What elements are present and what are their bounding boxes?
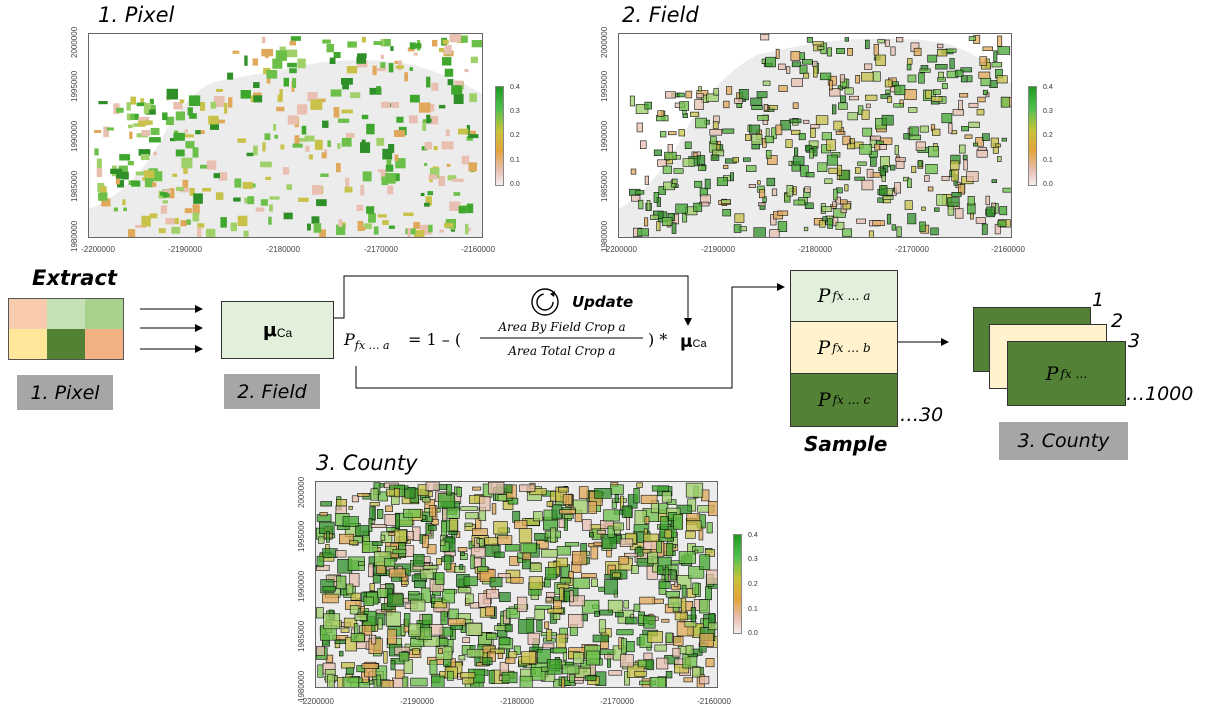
sample-p: P (817, 389, 831, 411)
stack-number: 2 (1111, 310, 1124, 332)
pixel-cell (85, 299, 123, 329)
extract-label: Extract (32, 266, 117, 290)
stack-number: 3 (1128, 330, 1141, 352)
pixel-cell (47, 299, 85, 329)
stack-number: 1 (1092, 289, 1105, 311)
refresh-icon (531, 288, 559, 316)
map-pixel (88, 33, 483, 238)
x-tick: -2190000 (701, 245, 735, 254)
map-county (315, 481, 718, 688)
sample-sub: fx … c (832, 393, 871, 407)
legend-label: 0.4 (510, 84, 520, 91)
field-step-label: 2. Field (224, 374, 320, 409)
legend-label: 0.1 (748, 606, 758, 613)
formula-tail: ) * (648, 330, 668, 349)
map-field-raster (619, 34, 1011, 237)
x-tick: -2190000 (168, 245, 202, 254)
x-tick: -2160000 (697, 697, 731, 706)
x-tick: -2170000 (364, 245, 398, 254)
x-tick: -2200000 (603, 245, 637, 254)
fraction-numerator: Area By Field Crop a (498, 320, 626, 334)
field-mean-box: μ Ca (221, 301, 334, 359)
sample-label: Sample (804, 432, 888, 456)
fraction-denominator: Area Total Crop a (508, 344, 616, 358)
mu-subscript: Ca (276, 326, 293, 340)
sample-p: P (817, 336, 831, 359)
y-tick: 2000000 (297, 476, 306, 508)
x-tick: -2200000 (81, 245, 115, 254)
formula-mu-subscript: Ca (692, 338, 707, 350)
formula-mu: μCa (680, 332, 707, 352)
pixel-cell (9, 299, 47, 329)
legend-label: 0.0 (748, 630, 758, 637)
legend-label: 0.3 (510, 108, 520, 115)
pixel-cell (47, 329, 85, 359)
stack-count: …1000 (1126, 383, 1194, 405)
y-tick: 1990000 (297, 570, 306, 602)
legend-colorbar (733, 534, 742, 634)
legend-label: 0.3 (1043, 108, 1053, 115)
x-tick: -2170000 (600, 697, 634, 706)
formula-p-subscript: fx … a (354, 339, 390, 353)
x-tick: -2190000 (400, 697, 434, 706)
sample-sub: fx … b (832, 340, 871, 355)
stack-sub: fx … (1060, 366, 1088, 381)
map-title-pixel: 1. Pixel (98, 3, 175, 27)
legend-colorbar (1028, 86, 1037, 186)
pixel-step-label: 1. Pixel (17, 375, 113, 410)
sample-p: P (817, 285, 831, 307)
stack-p: P (1045, 362, 1059, 385)
sample-sub: fx … a (832, 289, 871, 303)
map-title-field: 2. Field (622, 3, 699, 27)
legend-label: 0.1 (510, 157, 520, 164)
x-tick: -2180000 (266, 245, 300, 254)
x-tick: -2160000 (991, 245, 1025, 254)
mu-symbol: μ (262, 319, 277, 341)
x-tick: -2200000 (300, 697, 334, 706)
x-tick: -2180000 (798, 245, 832, 254)
x-tick: -2160000 (461, 245, 495, 254)
legend-label: 0.0 (510, 181, 520, 188)
x-tick: -2170000 (895, 245, 929, 254)
legend-label: 0.3 (748, 556, 758, 563)
formula-equals: = 1 – ( (408, 330, 462, 349)
pixel-cell (85, 329, 123, 359)
legend-label: 0.2 (1043, 132, 1053, 139)
y-tick: 1995000 (297, 520, 306, 552)
formula-p-symbol: P (344, 330, 355, 349)
legend-label: 0.2 (510, 132, 520, 139)
county-step-label: 3. County (999, 422, 1128, 460)
map-county-raster (316, 482, 717, 687)
pixel-grid (8, 298, 124, 360)
legend-label: 0.4 (748, 532, 758, 539)
update-label: Update (572, 293, 634, 311)
sample-count: …30 (900, 404, 944, 426)
map-field (618, 33, 1012, 238)
legend-label: 0.2 (748, 581, 758, 588)
map-pixel-raster (89, 34, 482, 237)
map-title-county: 3. County (316, 451, 418, 475)
legend-colorbar (495, 86, 504, 186)
legend-label: 0.0 (1043, 181, 1053, 188)
legend-label: 0.1 (1043, 157, 1053, 164)
pixel-cell (9, 329, 47, 359)
legend-label: 0.4 (1043, 84, 1053, 91)
y-tick: 1985000 (297, 620, 306, 652)
formula-mu-symbol: μ (680, 332, 693, 352)
formula-p: Pfx … a (344, 330, 390, 352)
x-tick: -2180000 (500, 697, 534, 706)
